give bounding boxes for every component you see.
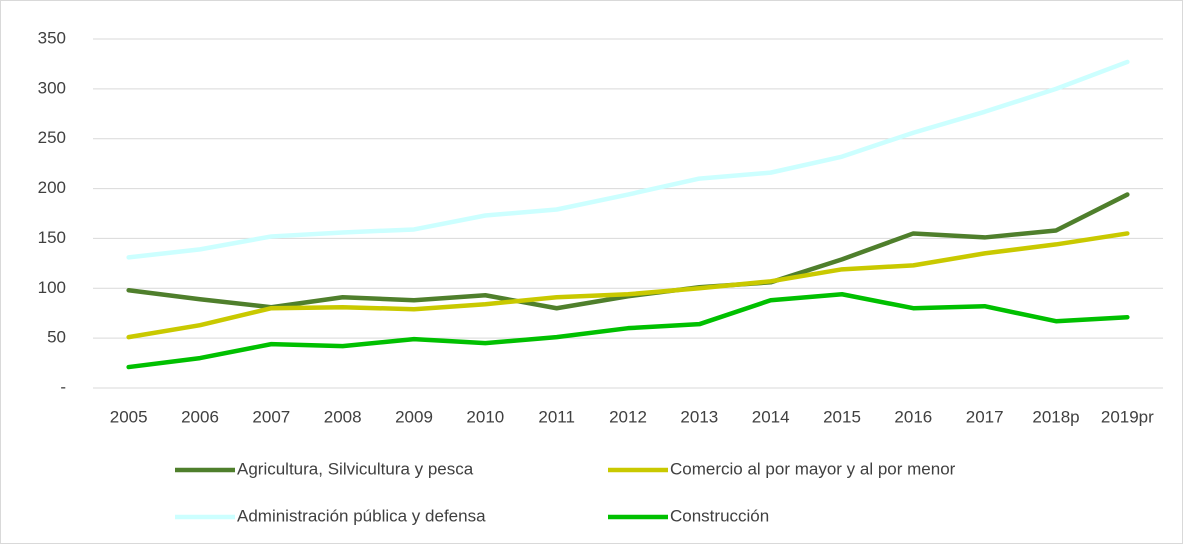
y-tick-label: 300 bbox=[38, 78, 66, 97]
legend-label: Comercio al por mayor y al por menor bbox=[670, 459, 956, 478]
x-tick-label: 2018p bbox=[1032, 407, 1079, 426]
y-tick-label: 100 bbox=[38, 278, 66, 297]
x-tick-label: 2008 bbox=[324, 407, 362, 426]
x-tick-label: 2010 bbox=[466, 407, 504, 426]
x-tick-label: 2012 bbox=[609, 407, 647, 426]
x-tick-label: 2017 bbox=[966, 407, 1004, 426]
x-tick-label: 2015 bbox=[823, 407, 861, 426]
series-line bbox=[126, 292, 1130, 370]
y-tick-label: 200 bbox=[38, 178, 66, 197]
x-tick-label: 2014 bbox=[752, 407, 790, 426]
y-tick-label: 350 bbox=[38, 28, 66, 47]
y-tick-label: 50 bbox=[47, 328, 66, 347]
x-tick-label: 2016 bbox=[894, 407, 932, 426]
y-tick-label: - bbox=[60, 377, 66, 396]
legend-label: Administración pública y defensa bbox=[237, 506, 486, 525]
x-tick-label: 2006 bbox=[181, 407, 219, 426]
x-tick-label: 2013 bbox=[680, 407, 718, 426]
y-tick-label: 250 bbox=[38, 128, 66, 147]
x-tick-label: 2019pr bbox=[1101, 407, 1154, 426]
x-tick-label: 2007 bbox=[252, 407, 290, 426]
legend-label: Construcción bbox=[670, 506, 769, 525]
x-tick-label: 2009 bbox=[395, 407, 433, 426]
y-tick-label: 150 bbox=[38, 228, 66, 247]
x-tick-label: 2005 bbox=[110, 407, 148, 426]
series-line bbox=[126, 231, 1130, 340]
series-line bbox=[126, 59, 1130, 260]
legend-label: Agricultura, Silvicultura y pesca bbox=[237, 459, 474, 478]
x-tick-label: 2011 bbox=[538, 407, 575, 426]
